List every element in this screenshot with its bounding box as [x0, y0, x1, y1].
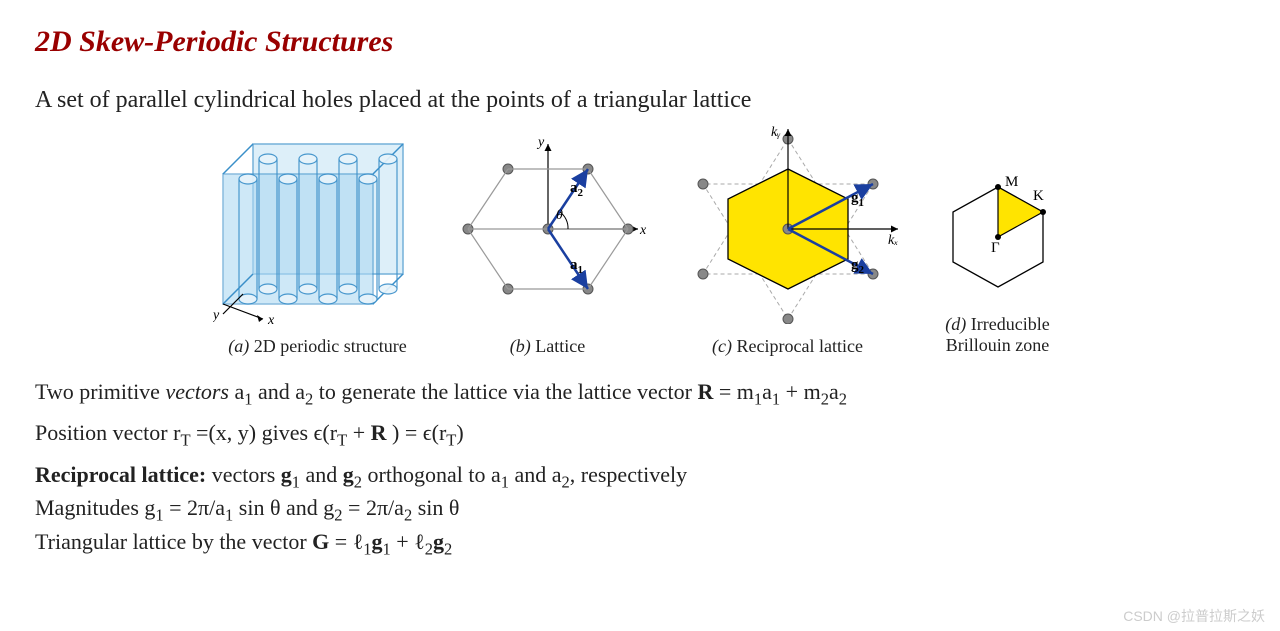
fig-b-svg: x y a2 a1 θ — [448, 134, 648, 324]
axis-x: x — [267, 313, 275, 324]
svg-text:g1: g1 — [851, 190, 864, 209]
line-3: Reciprocal lattice: vectors g1 and g2 or… — [35, 460, 1245, 560]
svg-text:a2: a2 — [570, 180, 584, 199]
axis-x: x — [639, 223, 647, 238]
axis-kx: kₓ — [888, 233, 898, 248]
line-2: Position vector rT =(x, y) gives ϵ(rT + … — [35, 418, 1245, 451]
pt-gamma: Γ — [991, 240, 1000, 256]
fig-d-svg: Γ M K — [933, 172, 1063, 302]
figure-row: x y (a) 2D periodic structure x y — [35, 124, 1245, 357]
fig-b-caption: (b) Lattice — [448, 336, 648, 357]
fig-c-svg: kₓ kᵧ g1 g2 — [673, 124, 903, 324]
fig-d-caption: (d) Irreducible Brillouin zone — [928, 314, 1068, 357]
axis-ky: kᵧ — [771, 125, 781, 140]
watermark: CSDN @拉普拉斯之妖 — [1123, 606, 1265, 626]
angle-theta: θ — [556, 208, 563, 223]
fig-a: x y (a) 2D periodic structure — [213, 124, 423, 357]
axis-y: y — [213, 308, 220, 323]
fig-d: Γ M K (d) Irreducible Brillouin zone — [928, 172, 1068, 357]
pt-K: K — [1033, 188, 1044, 204]
intro-text: A set of parallel cylindrical holes plac… — [35, 87, 1245, 114]
fig-c-caption: (c) Reciprocal lattice — [673, 336, 903, 357]
line-1: Two primitive vectors a1 and a2 to gener… — [35, 377, 1245, 410]
svg-text:g2: g2 — [851, 257, 865, 276]
pt-M: M — [1005, 174, 1018, 190]
fig-a-svg: x y — [213, 124, 423, 324]
body-text: Two primitive vectors a1 and a2 to gener… — [35, 377, 1245, 560]
fig-b: x y a2 a1 θ — [448, 134, 648, 357]
fig-a-caption: (a) 2D periodic structure — [213, 336, 423, 357]
fig-c: kₓ kᵧ g1 g2 (c) Reciprocal lattice — [673, 124, 903, 357]
axis-y: y — [536, 135, 545, 150]
page-title: 2D Skew-Periodic Structures — [35, 25, 1245, 59]
